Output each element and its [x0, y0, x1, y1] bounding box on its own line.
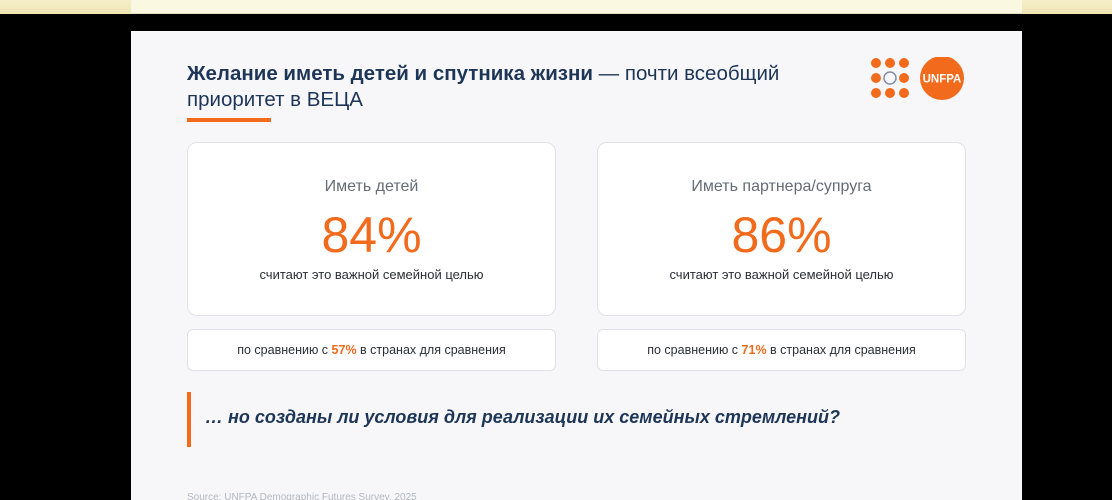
comparison-box-children: по сравнению с 57% в странах для сравнен…	[187, 329, 556, 371]
closing-question: … но созданы ли условия для реализации и…	[205, 407, 841, 427]
source-note: Source: UNFPA Demographic Futures Survey…	[187, 492, 417, 500]
card-label: Иметь партнера/супруга	[691, 178, 872, 195]
comparison-box-partner: по сравнению с 71% в странах для сравнен…	[597, 329, 966, 371]
title-rest: — почти всеобщий приоритет в ВЕЦА	[187, 62, 780, 111]
previous-slide-edge	[131, 0, 1022, 14]
card-label: Иметь детей	[324, 178, 419, 195]
title-underline	[187, 118, 271, 122]
card-partner: Иметь партнера/супруга 86% считают это в…	[597, 142, 966, 316]
card-percentage: 86%	[731, 207, 832, 263]
compare-value: 71%	[741, 343, 767, 357]
slide: Желание иметь детей и спутника жизни — п…	[131, 31, 1022, 500]
slide-title: Желание иметь детей и спутника жизни — п…	[187, 61, 847, 113]
title-strong: Желание иметь детей и спутника жизни	[187, 62, 593, 85]
card-note: считают это важной семейной целью	[669, 267, 894, 282]
card-percentage: 84%	[321, 207, 422, 263]
card-note: считают это важной семейной целью	[259, 267, 484, 282]
compare-value: 57%	[331, 343, 357, 357]
logo-text: UNFPA	[923, 74, 962, 86]
un-emblem-icon	[883, 71, 897, 85]
compare-suffix: в странах для сравнения	[766, 343, 916, 357]
compare-prefix: по сравнению с	[237, 343, 332, 357]
compare-suffix: в странах для сравнения	[356, 343, 506, 357]
question-accent-bar	[187, 392, 191, 447]
compare-prefix: по сравнению с	[647, 343, 742, 357]
card-children: Иметь детей 84% считают это важной семей…	[187, 142, 556, 316]
unfpa-logo: UNFPA	[871, 57, 964, 100]
